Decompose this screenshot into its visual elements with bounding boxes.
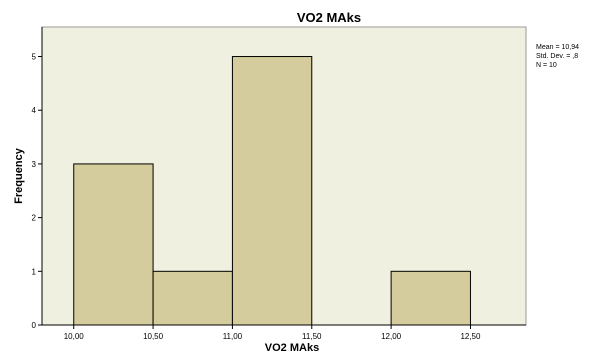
- y-tick-label: 2: [32, 214, 37, 223]
- x-axis-label: VO2 MAks: [265, 342, 319, 353]
- stats-std-dev: Std. Dev. = ,8: [536, 53, 578, 60]
- x-tick-label: 11,50: [302, 332, 322, 341]
- y-tick-label: 1: [32, 267, 37, 276]
- histogram-bar-0: [73, 163, 154, 326]
- x-tick-label: 12,50: [460, 332, 481, 341]
- y-tick-label: 5: [32, 53, 37, 62]
- y-tick-label: 3: [32, 160, 37, 169]
- stats-n: N = 10: [536, 62, 557, 69]
- chart-title: VO2 MAks: [297, 10, 361, 25]
- x-tick-label: 12,00: [381, 332, 402, 341]
- stats-box: Mean = 10,94 Std. Dev. = ,8 N = 10: [536, 44, 579, 69]
- stats-mean: Mean = 10,94: [536, 44, 579, 51]
- x-tick-label: 11,00: [223, 332, 243, 341]
- bars-group: [73, 56, 471, 326]
- histogram-bar-4: [390, 270, 471, 326]
- histogram-bar-1: [152, 270, 233, 326]
- y-tick-label: 0: [32, 321, 37, 330]
- x-tick-label: 10,00: [64, 332, 85, 341]
- histogram-bar-2: [231, 56, 313, 326]
- x-ticks-group: 10,00 10,50 11,00 11,50 12,00 12,50: [64, 325, 481, 341]
- x-tick-label: 10,50: [143, 332, 164, 341]
- y-ticks-group: 0 1 2 3 4 5: [32, 53, 42, 330]
- y-axis-label: Frequency: [13, 147, 25, 204]
- y-tick-label: 4: [32, 106, 37, 115]
